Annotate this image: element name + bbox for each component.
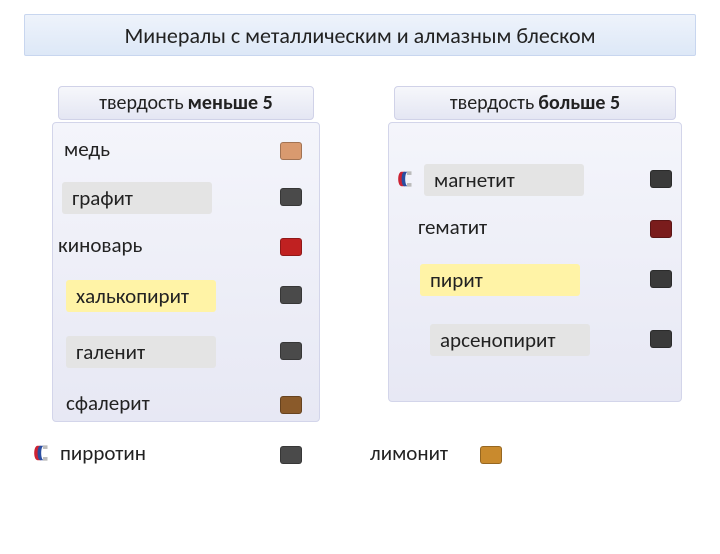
mineral-label: халькопирит [66,280,216,312]
mineral-row: лимонит [370,440,448,466]
mineral-row: арсенопирит [430,324,590,356]
mineral-row: графит [62,182,212,214]
mineral-label: арсенопирит [430,324,590,356]
right-header-bold: больше 5 [538,91,620,115]
mineral-row: халькопирит [66,280,216,312]
mineral-row: галенит [66,336,216,368]
mineral-label: пирит [420,264,580,296]
mineral-swatch [280,286,302,304]
mineral-row: пирит [420,264,580,296]
mineral-label: киноварь [58,232,142,258]
mineral-swatch [280,188,302,206]
right-column-header: твердость больше 5 [394,86,676,120]
magnet-icon [396,170,418,188]
mineral-swatch [650,270,672,288]
mineral-label: лимонит [370,440,448,466]
mineral-label: сфалерит [66,390,150,416]
mineral-swatch [280,342,302,360]
mineral-label: медь [64,136,110,162]
magnet-icon [32,444,54,462]
mineral-row: сфалерит [66,390,150,416]
mineral-row: пирротин [60,440,146,466]
mineral-label: магнетит [424,164,584,196]
mineral-swatch [280,238,302,256]
mineral-swatch [280,142,302,160]
mineral-swatch [480,446,502,464]
mineral-row: магнетит [424,164,584,196]
mineral-row: киноварь [58,232,142,258]
left-column-header: твердость меньше 5 [58,86,314,120]
mineral-row: гематит [418,214,487,240]
mineral-label: пирротин [60,440,146,466]
left-header-bold: меньше 5 [188,91,273,115]
mineral-label: гематит [418,214,487,240]
mineral-swatch [650,330,672,348]
left-header-prefix: твердость [99,91,183,115]
mineral-label: графит [62,182,212,214]
mineral-swatch [280,396,302,414]
left-panel [52,122,320,422]
mineral-swatch [650,170,672,188]
mineral-swatch [650,220,672,238]
page-title: Минералы с металлическим и алмазным блес… [24,14,696,56]
mineral-label: галенит [66,336,216,368]
mineral-swatch [280,446,302,464]
mineral-row: медь [64,136,110,162]
right-header-prefix: твердость [450,91,534,115]
